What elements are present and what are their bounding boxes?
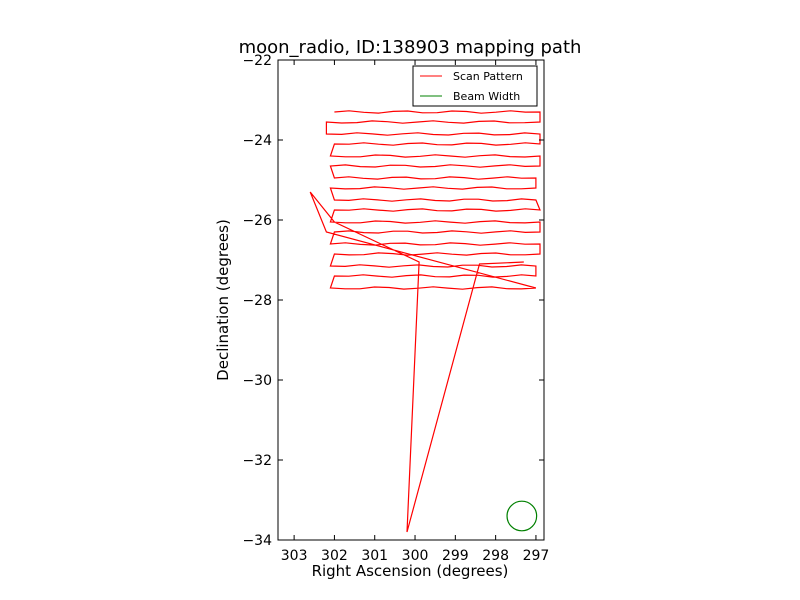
x-tick-label: 298 (482, 548, 509, 564)
scan-pattern-line (309, 110, 541, 533)
beam-width-circle (506, 500, 538, 532)
y-tick-label: −24 (242, 133, 272, 149)
y-axis-label: Declination (degrees) (214, 219, 232, 381)
plot-area (309, 110, 541, 533)
legend-box (412, 65, 538, 107)
y-tick-label: −22 (242, 53, 272, 69)
x-tick-label: 303 (281, 548, 308, 564)
y-axis-ticks: −22 −24 −26 −28 −30 −32 −34 (242, 53, 544, 549)
x-tick-label: 299 (442, 548, 469, 564)
x-axis-label: Right Ascension (degrees) (312, 562, 509, 580)
x-tick-label: 297 (523, 548, 550, 564)
y-tick-label: −32 (242, 453, 272, 469)
legend: Scan Pattern Beam Width (412, 65, 538, 107)
y-tick-label: −30 (242, 373, 272, 389)
y-tick-label: −28 (242, 293, 272, 309)
legend-label-scan-pattern: Scan Pattern (453, 70, 523, 83)
y-tick-label: −26 (242, 213, 272, 229)
x-tick-label: 301 (361, 548, 388, 564)
legend-label-beam-width: Beam Width (453, 90, 520, 103)
x-tick-label: 300 (402, 548, 429, 564)
chart-title: moon_radio, ID:138903 mapping path (239, 37, 582, 58)
x-tick-label: 302 (321, 548, 348, 564)
y-tick-label: −34 (242, 533, 272, 549)
plot-frame (277, 59, 545, 541)
x-axis-ticks: 303 302 301 300 299 298 297 (281, 60, 550, 564)
